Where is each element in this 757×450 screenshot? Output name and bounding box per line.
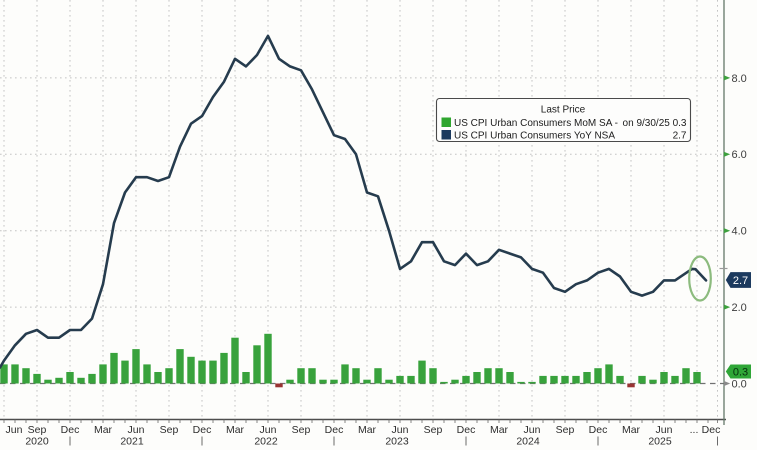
svg-text:Sep: Sep — [28, 424, 47, 436]
svg-text:2022: 2022 — [254, 436, 278, 448]
svg-text:Jun: Jun — [392, 424, 409, 436]
svg-text:2021: 2021 — [120, 436, 144, 448]
svg-text:Dec: Dec — [193, 424, 212, 436]
svg-text:2025: 2025 — [648, 436, 672, 448]
svg-text:Sep: Sep — [292, 424, 311, 436]
svg-text:Mar: Mar — [226, 424, 245, 436]
svg-text:Last Price: Last Price — [541, 105, 586, 116]
svg-text:Jun: Jun — [260, 424, 277, 436]
svg-text:US CPI Urban Consumers MoM SA: US CPI Urban Consumers MoM SA - — [454, 118, 618, 129]
svg-text:0.0: 0.0 — [732, 378, 747, 390]
svg-text:4.0: 4.0 — [732, 226, 747, 238]
svg-text:Jun: Jun — [128, 424, 145, 436]
svg-text:Dec: Dec — [61, 424, 80, 436]
svg-text:Mar: Mar — [94, 424, 113, 436]
svg-text:Mar: Mar — [358, 424, 377, 436]
svg-text:Dec: Dec — [325, 424, 344, 436]
svg-text:US CPI Urban Consumers YoY NSA: US CPI Urban Consumers YoY NSA — [454, 131, 615, 142]
svg-text:2024: 2024 — [516, 436, 540, 448]
svg-text:2023: 2023 — [385, 436, 409, 448]
svg-text:2.7: 2.7 — [673, 131, 687, 142]
svg-text:2.0: 2.0 — [732, 302, 747, 314]
svg-text:0.3: 0.3 — [733, 366, 748, 378]
svg-text:Mar: Mar — [490, 424, 509, 436]
svg-text:Jun: Jun — [656, 424, 673, 436]
svg-text:Jun: Jun — [524, 424, 541, 436]
svg-text:on 9/30/25 0.3: on 9/30/25 0.3 — [623, 118, 687, 129]
svg-text:Dec: Dec — [589, 424, 608, 436]
svg-text:Dec: Dec — [457, 424, 476, 436]
svg-text:Mar: Mar — [622, 424, 641, 436]
svg-text:8.0: 8.0 — [732, 73, 747, 85]
svg-text:Sep: Sep — [424, 424, 443, 436]
svg-text:2.7: 2.7 — [733, 275, 748, 287]
svg-text:6.0: 6.0 — [732, 149, 747, 161]
svg-text:Sep: Sep — [160, 424, 179, 436]
svg-text:...: ... — [690, 424, 699, 436]
svg-text:Jun: Jun — [6, 424, 23, 436]
svg-text:2020: 2020 — [25, 436, 49, 448]
svg-text:Sep: Sep — [556, 424, 575, 436]
svg-text:Dec: Dec — [702, 424, 721, 436]
